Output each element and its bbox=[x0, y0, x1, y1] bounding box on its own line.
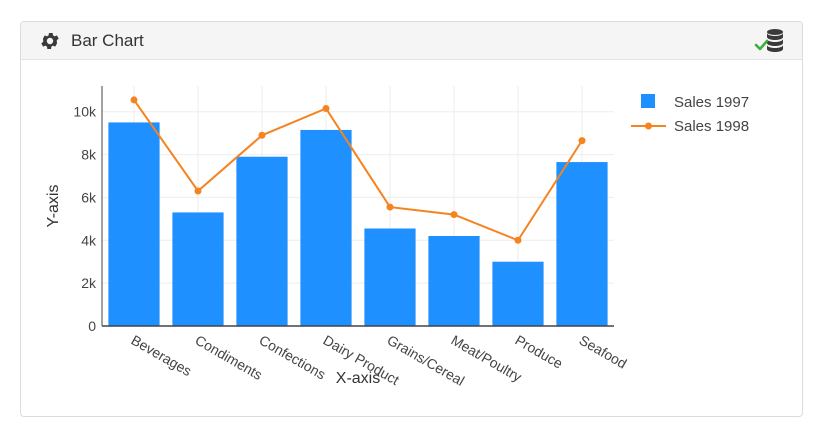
line-point bbox=[386, 203, 394, 211]
panel-title: Bar Chart bbox=[71, 31, 144, 50]
bar bbox=[428, 236, 480, 326]
y-tick-label: 10k bbox=[73, 104, 97, 120]
line-point bbox=[450, 211, 458, 219]
bar bbox=[556, 162, 608, 326]
legend-label[interactable]: Sales 1997 bbox=[674, 94, 749, 111]
line-point bbox=[322, 105, 330, 112]
y-tick-label: 2k bbox=[81, 275, 97, 291]
y-tick-label: 8k bbox=[81, 147, 97, 163]
line-point bbox=[514, 236, 522, 244]
legend-swatch-marker bbox=[645, 122, 652, 130]
x-tick-label: Condiments bbox=[193, 332, 266, 383]
line-point bbox=[578, 137, 586, 145]
y-tick-label: 4k bbox=[81, 232, 97, 248]
line-point bbox=[130, 96, 138, 104]
line-point bbox=[194, 187, 202, 195]
bar bbox=[492, 261, 544, 326]
bar bbox=[364, 228, 416, 326]
bar bbox=[108, 122, 160, 326]
x-tick-label: Confections bbox=[257, 332, 329, 383]
series-line bbox=[133, 99, 583, 242]
bar bbox=[172, 212, 224, 326]
x-tick-label: Beverages bbox=[129, 332, 195, 379]
database-check-icon[interactable] bbox=[754, 28, 786, 54]
y-tick-label: 0 bbox=[88, 318, 96, 334]
x-tick-label: Produce bbox=[513, 332, 566, 372]
bar bbox=[236, 156, 288, 326]
x-axis-title: X-axis bbox=[336, 370, 380, 387]
line-point bbox=[258, 131, 266, 139]
bar bbox=[300, 129, 352, 326]
y-axis-title: Y-axis bbox=[45, 185, 62, 228]
legend-swatch-bar[interactable] bbox=[641, 94, 655, 108]
x-tick-label: Seafood bbox=[577, 332, 630, 372]
y-tick-label: 6k bbox=[81, 189, 97, 205]
panel-header: Bar Chart bbox=[21, 22, 802, 60]
legend-label[interactable]: Sales 1998 bbox=[674, 118, 749, 135]
gear-icon bbox=[41, 33, 59, 49]
